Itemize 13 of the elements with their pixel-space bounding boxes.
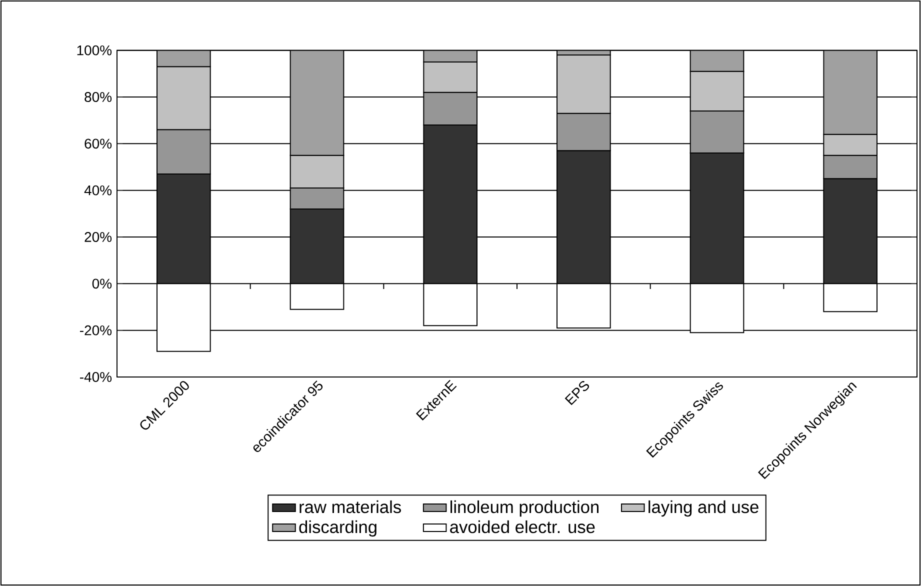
y-tick-label: 20% [84, 232, 112, 242]
legend-label: discarding [299, 520, 376, 537]
y-tick-label: 100% [77, 45, 112, 56]
legend-label: laying and use [648, 500, 758, 517]
y-tick-label: -20% [80, 325, 112, 336]
legend-label: linoleum production [450, 500, 598, 517]
legend-label: raw materials [300, 500, 401, 514]
legend-label: avoided electr. use [450, 520, 595, 534]
y-tick-label: -40% [80, 372, 112, 382]
y-tick-label: 0% [92, 278, 112, 289]
y-tick-label: 40% [84, 185, 112, 196]
y-tick-label: 60% [84, 138, 112, 149]
y-tick-label: 80% [84, 92, 112, 102]
